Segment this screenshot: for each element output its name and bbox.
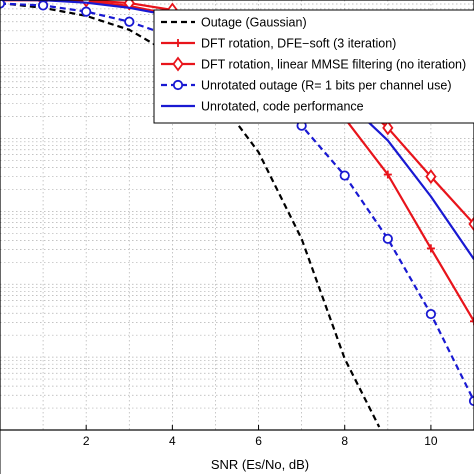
- data-point-circle: [37, 0, 49, 11]
- legend-label: Unrotated, code performance: [201, 100, 364, 114]
- legend-marker-circle: [172, 79, 184, 91]
- data-point-diamond: [468, 216, 474, 232]
- legend-label: DFT rotation, DFE−soft (3 iteration): [201, 37, 396, 51]
- legend-label: Unrotated outage (R= 1 bits per channel …: [201, 79, 452, 93]
- legend-marker-plus: [174, 39, 182, 47]
- data-point-plus: [383, 170, 392, 179]
- data-point-circle: [81, 6, 92, 17]
- legend-item-outage-gaussian: Outage (Gaussian): [161, 16, 307, 30]
- data-point-diamond: [123, 0, 135, 11]
- x-tick-label: 10: [424, 434, 438, 448]
- legend-label: DFT rotation, linear MMSE filtering (no …: [201, 58, 466, 72]
- data-point-circle: [124, 16, 135, 27]
- legend-box: [153, 9, 474, 124]
- data-point-circle: [0, 0, 6, 9]
- x-tick-label: 4: [169, 434, 176, 448]
- data-point-circle: [468, 395, 474, 407]
- x-tick-label: 6: [255, 434, 262, 448]
- x-tick-label: 8: [341, 434, 348, 448]
- legend-label: Outage (Gaussian): [201, 16, 307, 30]
- data-point-circle: [339, 170, 350, 181]
- legend-item-unrotated-outage-r-1-bits-per-channel-use: Unrotated outage (R= 1 bits per channel …: [161, 79, 452, 93]
- data-point-plus: [470, 317, 474, 326]
- data-point-plus: [426, 244, 435, 253]
- legend-item-dft-rotation-dfe-soft-3-iteration: DFT rotation, DFE−soft (3 iteration): [161, 37, 396, 51]
- legend-marker-diamond: [172, 56, 184, 72]
- data-point-diamond: [382, 120, 394, 136]
- legend-item-dft-rotation-linear-mmse-filtering-no-iteration: DFT rotation, linear MMSE filtering (no …: [161, 56, 466, 72]
- data-point-circle: [382, 233, 393, 244]
- legend: Outage (Gaussian) DFT rotation, DFE−soft …: [153, 9, 474, 124]
- x-tick-label: 2: [83, 434, 90, 448]
- legend-item-unrotated-code-performance: Unrotated, code performance: [161, 100, 364, 114]
- data-point-diamond: [425, 169, 437, 185]
- x-axis-label: SNR (Es/No, dB): [211, 457, 309, 472]
- x-axis-ticks: 2 4 6 8 10: [0, 425, 438, 474]
- axes-frame: [0, 0, 474, 431]
- data-point-circle: [425, 308, 437, 320]
